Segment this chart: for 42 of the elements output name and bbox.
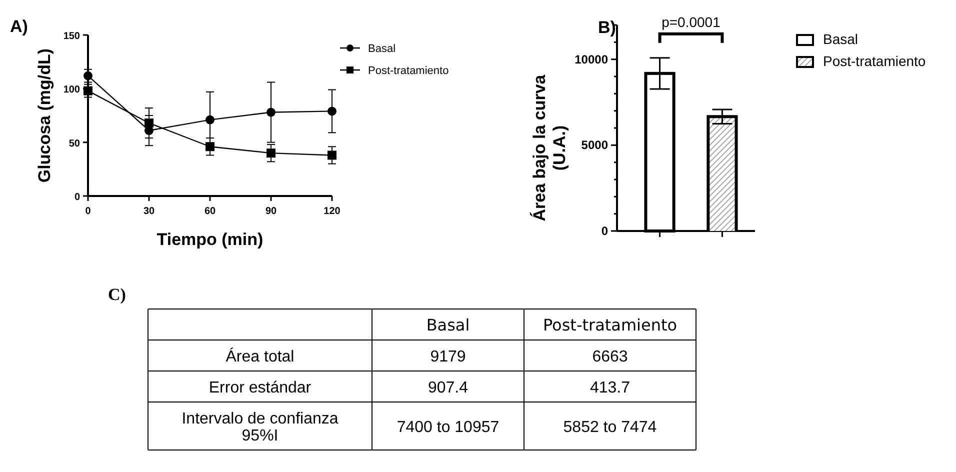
y-tick-label: 5000 xyxy=(581,138,608,152)
y-tick-label: 50 xyxy=(68,138,80,150)
category-label: Área total xyxy=(226,348,294,366)
point xyxy=(328,106,336,116)
text: 5852 to 7474 xyxy=(563,419,657,436)
legend-label: Basal xyxy=(368,43,396,55)
text: C) xyxy=(108,285,126,304)
text: 413.7 xyxy=(590,380,630,396)
category-label: Intervalo de confianza 95%I xyxy=(182,410,338,444)
text: 7400 to 10957 xyxy=(396,419,500,436)
annotation: p=0.0001 xyxy=(662,14,721,30)
category-label: Error estándar xyxy=(208,380,312,396)
legend-label: Post-tratamiento xyxy=(368,65,449,77)
text: 907.4 xyxy=(428,380,468,396)
point xyxy=(144,118,154,128)
y-tick-label: 150 xyxy=(63,31,80,42)
point xyxy=(266,108,276,117)
y-tick-label: 100 xyxy=(63,84,80,96)
chart-title: B) xyxy=(598,18,616,37)
x-tick-label: 0 xyxy=(85,206,92,217)
point xyxy=(84,71,92,80)
point xyxy=(266,148,276,158)
x-axis-title: Tiempo (min) xyxy=(156,230,264,249)
x-tick-label: 60 xyxy=(204,206,216,217)
y-tick-label: 10000 xyxy=(574,52,608,66)
chart-title: A) xyxy=(10,17,28,36)
y-axis-title: Glucosa (mg/dL) xyxy=(35,48,54,183)
category-label: Basal xyxy=(426,316,470,334)
y-tick-label: 0 xyxy=(74,192,80,203)
y-tick-label: 0 xyxy=(601,224,608,238)
legend-label: Post-tratamiento xyxy=(823,53,926,69)
point xyxy=(206,142,214,152)
legend-label: Basal xyxy=(823,31,858,47)
x-tick-label: 90 xyxy=(265,206,277,217)
x-tick-label: 120 xyxy=(324,206,341,217)
point xyxy=(206,115,214,124)
x-tick-label: 30 xyxy=(143,206,155,217)
category-label: Post-tratamiento xyxy=(542,316,678,334)
text: 6663 xyxy=(592,348,628,366)
text: 9179 xyxy=(430,348,466,366)
point xyxy=(328,150,336,160)
y-axis-title: Área bajo la curva (U.A.) xyxy=(529,74,569,222)
